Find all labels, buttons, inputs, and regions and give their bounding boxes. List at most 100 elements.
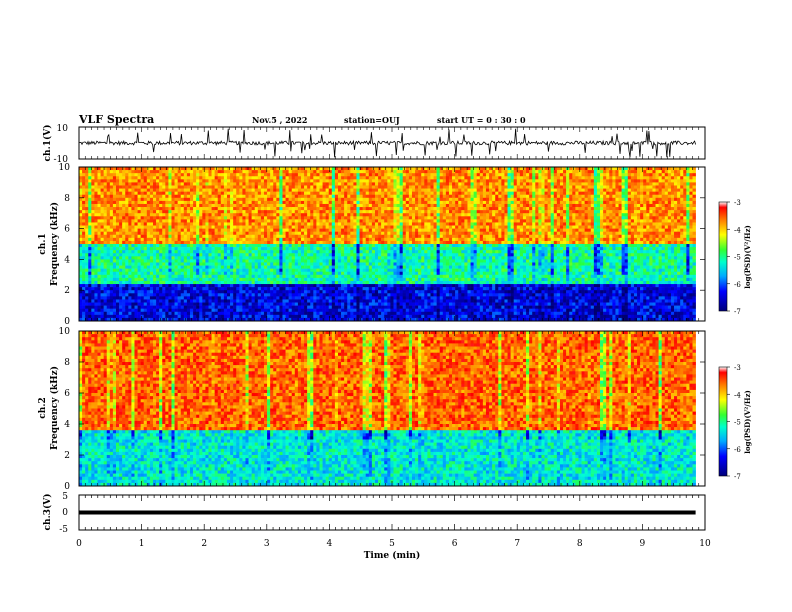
spec-cell [162,253,165,256]
spec-cell [295,290,298,293]
spec-cell [245,182,248,185]
spec-cell [310,244,313,247]
spec-cell [276,213,279,216]
spec-cell [273,176,276,179]
spec-cell [221,167,224,170]
spec-cell [319,170,322,173]
spec-cell [190,290,193,293]
spec-cell [131,284,134,287]
spec-cell [289,213,292,216]
spec-cell [221,185,224,188]
spec-cell [261,262,264,265]
spec-cell [156,296,159,299]
spec-cell [363,210,366,213]
spec-cell [150,204,153,207]
spec-cell [326,201,329,204]
spec-cell [332,275,335,278]
spec-cell [360,306,363,309]
spec-cell [184,269,187,272]
spec-cell [249,192,252,195]
spec-cell [316,179,319,182]
spec-cell [159,189,162,192]
spec-cell [184,303,187,306]
spec-cell [150,170,153,173]
spec-cell [338,293,341,296]
spec-cell [79,293,82,296]
spec-cell [131,189,134,192]
spec-cell [199,253,202,256]
spec-cell [85,229,88,232]
spec-cell [258,173,261,176]
spec-cell [366,247,369,250]
spec-cell [128,244,131,247]
spec-cell [236,272,239,275]
spec-cell [134,210,137,213]
spec-cell [101,179,104,182]
spec-cell [128,278,131,281]
spec-cell [113,296,116,299]
spec-cell [193,207,196,210]
spec-cell [316,293,319,296]
spec-cell [310,216,313,219]
spec-cell [82,232,85,235]
spec-cell [116,244,119,247]
spec-cell [230,182,233,185]
spec-cell [264,241,267,244]
spec-cell [289,219,292,222]
spec-cell [165,198,168,201]
spec-cell [363,275,366,278]
spec-cell [218,173,221,176]
spec-cell [369,272,372,275]
spec-cell [199,198,202,201]
spec-cell [249,176,252,179]
spec-cell [353,272,356,275]
spec-cell [218,253,221,256]
spec-cell [332,259,335,262]
spec-cell [113,167,116,170]
spec-cell [190,235,193,238]
spec-cell [113,176,116,179]
spec-cell [350,216,353,219]
spec-cell [150,185,153,188]
spec-cell [369,198,372,201]
spec-cell [323,182,326,185]
spec-cell [273,167,276,170]
spec-cell [227,216,230,219]
spec-cell [329,247,332,250]
spec-cell [147,192,150,195]
spec-cell [255,241,258,244]
spec-cell [338,312,341,315]
spec-cell [245,281,248,284]
spec-cell [366,229,369,232]
spec-cell [175,303,178,306]
spec-cell [88,226,91,229]
spec-cell [366,189,369,192]
spec-cell [350,259,353,262]
spec-cell [116,247,119,250]
spec-cell [329,232,332,235]
spec-cell [178,179,181,182]
spec-cell [295,182,298,185]
spec-cell [150,176,153,179]
spec-cell [171,201,174,204]
spec-cell [171,219,174,222]
spec-cell [101,241,104,244]
spec-cell [276,216,279,219]
spec-cell [239,299,242,302]
spec-cell [196,303,199,306]
spec-cell [286,315,289,318]
spec-cell [353,235,356,238]
spec-cell [165,253,168,256]
spec-cell [323,195,326,198]
spec-cell [273,170,276,173]
spec-cell [252,213,255,216]
spec-cell [279,306,282,309]
spec-cell [366,250,369,253]
spec-cell [122,296,125,299]
spec-cell [205,207,208,210]
spec-cell [208,266,211,269]
spec-cell [85,269,88,272]
spec-cell [276,250,279,253]
spec-cell [196,176,199,179]
spec-cell [94,269,97,272]
